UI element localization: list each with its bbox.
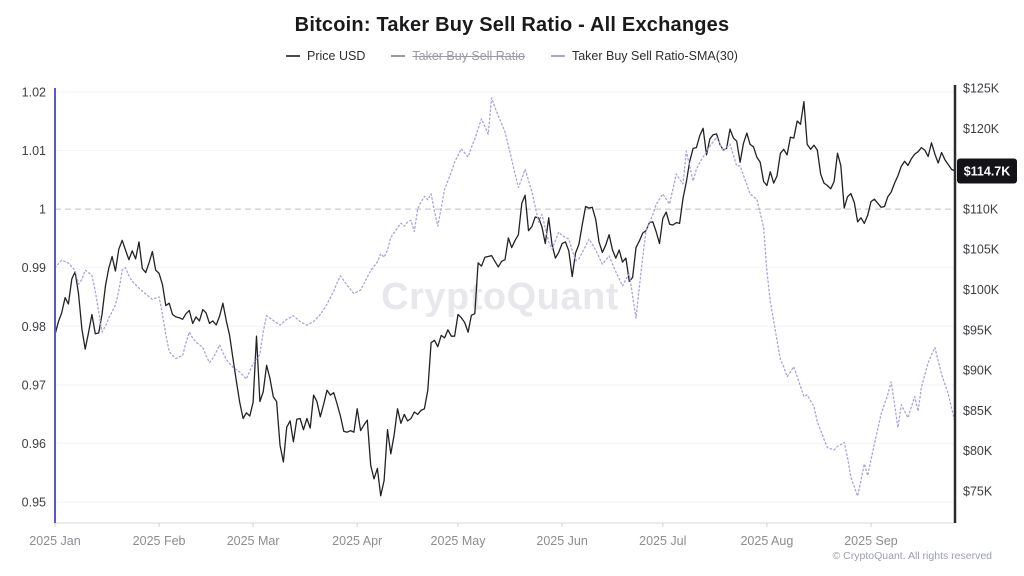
copyright-notice: © CryptoQuant. All rights reserved	[832, 550, 992, 562]
sma30-line-swatch	[550, 55, 565, 57]
month-label: 2025 Aug	[740, 534, 793, 548]
price-axis-label: $125K	[963, 82, 1000, 96]
price-axis-label: $110K	[963, 202, 999, 216]
price-usd-line-swatch	[286, 55, 301, 57]
month-label: 2025 Sep	[844, 534, 898, 548]
price-axis-label: $105K	[963, 243, 1000, 257]
price-axis-label: $85K	[963, 404, 993, 418]
last-price-badge	[957, 158, 1017, 184]
ratio-axis-label: 0.95	[22, 495, 46, 509]
taker-buy-sell-ratio-line-swatch	[391, 55, 406, 57]
legend-label: Taker Buy Sell Ratio	[412, 49, 525, 63]
ratio-axis-label: 0.99	[22, 261, 46, 275]
price-axis-label: $80K	[963, 444, 993, 458]
legend-label: Taker Buy Sell Ratio-SMA(30)	[571, 49, 738, 63]
sma30-line	[54, 97, 956, 497]
legend-label: Price USD	[307, 49, 366, 63]
ratio-axis-label: 1.01	[22, 144, 46, 158]
month-label: 2025 Jan	[29, 534, 80, 548]
legend: Price USD Taker Buy Sell Ratio Taker Buy…	[0, 49, 1024, 63]
last-price-label: $114.7K	[964, 165, 1011, 179]
month-label: 2025 May	[431, 534, 487, 548]
month-label: 2025 Apr	[332, 534, 382, 548]
month-label: 2025 Feb	[133, 534, 186, 548]
ratio-axis-label: 0.96	[22, 437, 46, 451]
month-label: 2025 Jul	[639, 534, 686, 548]
ratio-axis-label: 1	[39, 203, 46, 217]
price-axis-label: $120K	[963, 122, 1000, 136]
price-axis-label: $100K	[963, 283, 1000, 297]
chart-title: Bitcoin: Taker Buy Sell Ratio - All Exch…	[294, 14, 730, 36]
legend-item-price-usd[interactable]: Price USD	[286, 49, 365, 63]
month-label: 2025 Jun	[536, 534, 587, 548]
month-label: 2025 Mar	[227, 534, 280, 548]
price-usd-line	[54, 101, 956, 497]
price-axis-label: $95K	[963, 323, 993, 337]
legend-item-taker-buy-sell-ratio-sma30[interactable]: Taker Buy Sell Ratio-SMA(30)	[550, 49, 738, 63]
ratio-axis-label: 1.02	[22, 86, 46, 100]
ratio-axis-label: 0.97	[22, 378, 46, 392]
legend-item-taker-buy-sell-ratio[interactable]: Taker Buy Sell Ratio	[391, 49, 525, 63]
ratio-axis-label: 0.98	[22, 320, 46, 334]
price-axis-label: $90K	[963, 364, 993, 378]
price-axis-label: $75K	[963, 485, 993, 499]
